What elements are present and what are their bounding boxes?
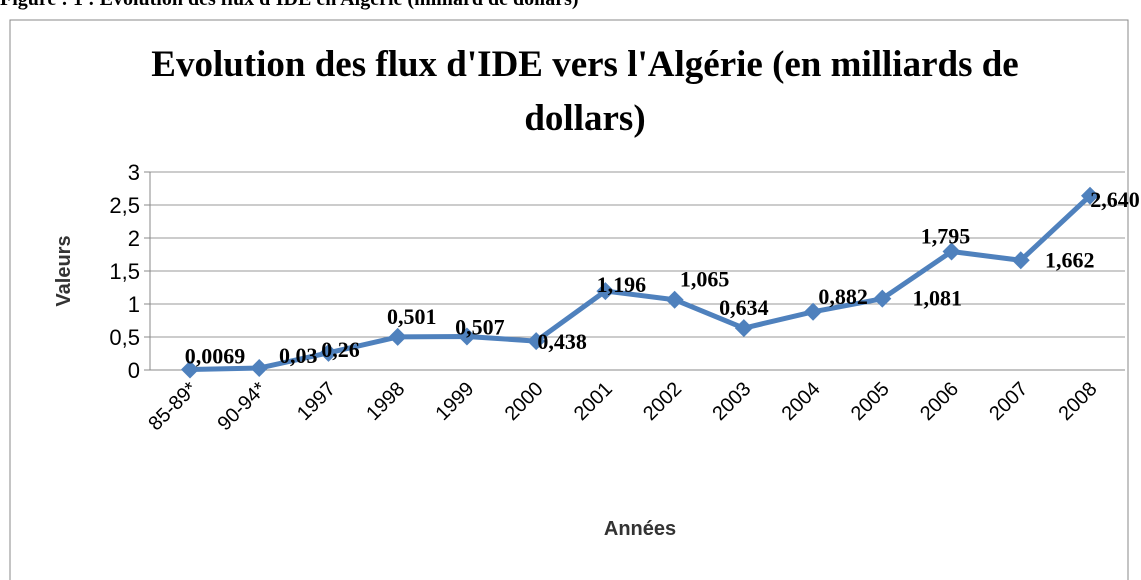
chart-border: [9, 19, 1129, 580]
data-label: 0,0069: [185, 344, 246, 369]
x-tick-label: 2007: [985, 378, 1032, 425]
x-tick-label: 2006: [916, 378, 963, 425]
marker: [527, 332, 546, 351]
data-label: 1,795: [921, 224, 971, 249]
data-label: 0,501: [387, 304, 437, 329]
y-tick-label: 2: [128, 226, 140, 251]
marker: [665, 290, 684, 309]
x-tick-label: 2003: [708, 378, 755, 425]
data-label: 1,065: [680, 267, 730, 292]
data-label: 0,882: [818, 284, 868, 309]
data-label: 0,634: [719, 295, 769, 320]
marker: [388, 327, 407, 346]
x-tick-label: 2004: [778, 378, 825, 425]
x-tick-label: 2001: [570, 378, 617, 425]
marker: [250, 359, 269, 378]
y-tick-label: 1: [128, 292, 140, 317]
marker: [457, 327, 476, 346]
data-label: 0,03: [279, 343, 318, 368]
x-axis-label: Années: [604, 518, 676, 540]
marker: [1081, 186, 1099, 205]
marker: [181, 360, 199, 379]
marker: [873, 289, 892, 308]
caption: Figure : 1 : Evolution des flux d'IDE en…: [0, 0, 579, 11]
marker: [942, 242, 961, 261]
data-label: 0,26: [321, 337, 360, 362]
y-axis-label: Valeurs: [53, 235, 75, 306]
marker: [804, 302, 823, 321]
x-tick-label: 85-89*: [144, 378, 201, 435]
y-tick-label: 2,5: [109, 193, 140, 218]
y-tick-label: 0,5: [109, 325, 140, 350]
x-tick-label: 2000: [501, 378, 548, 425]
data-label: 2,640: [1090, 187, 1140, 212]
x-tick-label: 1999: [431, 378, 478, 425]
chart-title: Evolution des flux d'IDE vers l'Algérie …: [151, 44, 1019, 139]
x-tick-label: 90-94*: [214, 378, 271, 435]
marker: [319, 343, 338, 362]
y-tick-label: 0: [128, 358, 140, 383]
data-label: 1,081: [913, 286, 963, 311]
x-tick-label: 2002: [639, 378, 686, 425]
marker: [734, 319, 753, 338]
data-label: 0,507: [455, 315, 505, 340]
x-tick-label: 1998: [362, 378, 409, 425]
x-tick-label: 2008: [1055, 378, 1102, 425]
x-tick-label: 2005: [847, 378, 894, 425]
data-label: 1,662: [1045, 247, 1095, 272]
marker: [1011, 251, 1030, 270]
line: [189, 193, 1092, 373]
data-label: 1,196: [597, 272, 647, 297]
data-label: 0,438: [537, 329, 587, 354]
x-tick-label: 1997: [293, 378, 340, 425]
marker: [596, 282, 615, 301]
y-tick-label: 3: [128, 160, 140, 185]
y-tick-label: 1,5: [109, 259, 140, 284]
